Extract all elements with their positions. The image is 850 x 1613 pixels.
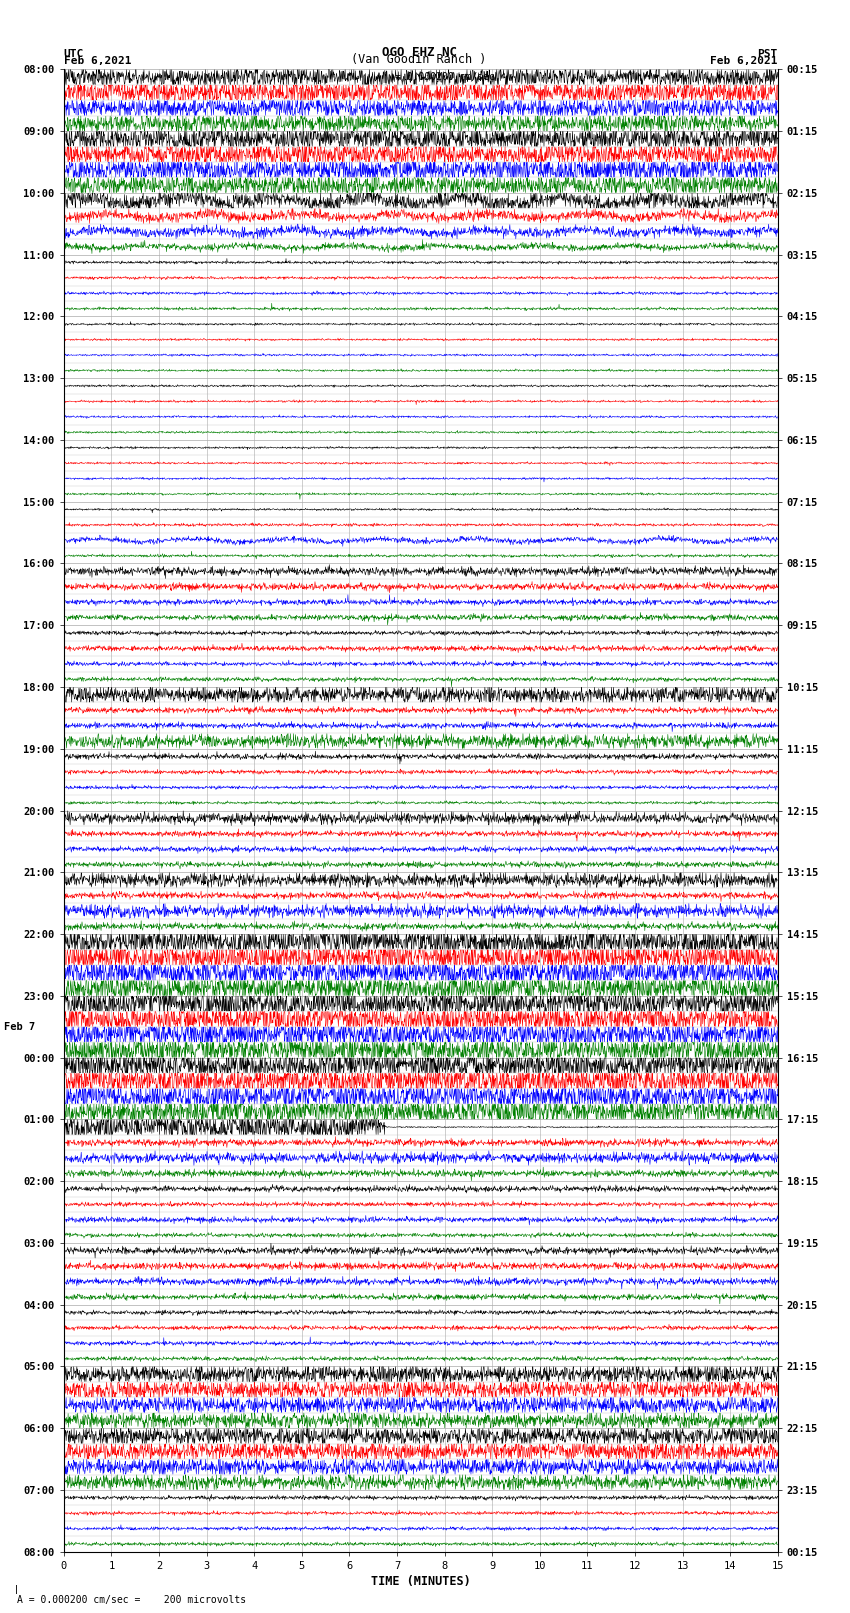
Text: A = 0.000200 cm/sec =    200 microvolts: A = 0.000200 cm/sec = 200 microvolts	[17, 1595, 246, 1605]
Text: UTC: UTC	[64, 48, 84, 58]
Text: = 0.000200 cm/sec: = 0.000200 cm/sec	[395, 73, 495, 82]
Text: |: |	[14, 1584, 20, 1594]
Text: OGO EHZ NC: OGO EHZ NC	[382, 45, 456, 58]
Text: Feb 6,2021: Feb 6,2021	[64, 56, 131, 66]
Text: Feb 7: Feb 7	[4, 1021, 35, 1032]
Text: PST: PST	[757, 48, 778, 58]
X-axis label: TIME (MINUTES): TIME (MINUTES)	[371, 1574, 471, 1587]
Text: (Van Goodin Ranch ): (Van Goodin Ranch )	[351, 53, 487, 66]
Text: Feb 6,2021: Feb 6,2021	[711, 56, 778, 66]
Text: |: |	[383, 71, 388, 82]
